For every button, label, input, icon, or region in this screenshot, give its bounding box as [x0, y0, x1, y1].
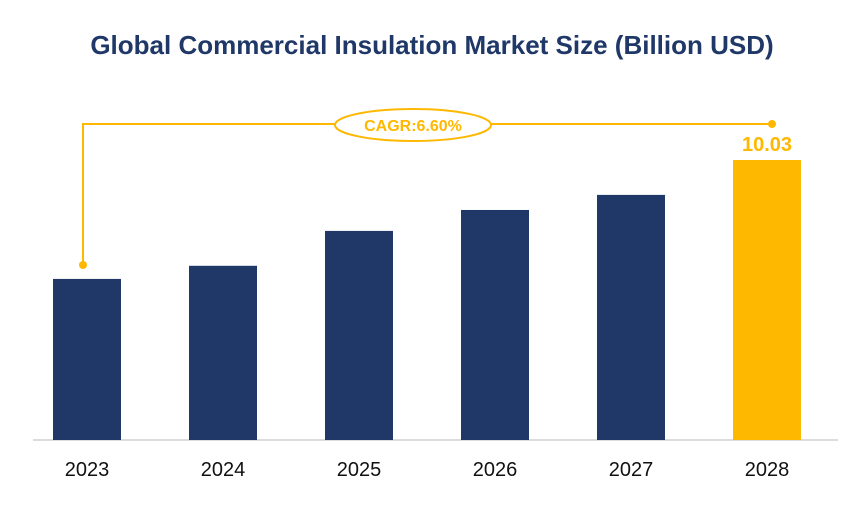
chart-title: Global Commercial Insulation Market Size…	[90, 30, 773, 60]
bar-2025	[325, 230, 393, 440]
x-tick-label: 2028	[745, 459, 790, 481]
bar-2023	[53, 278, 121, 440]
cagr-start-dot	[79, 261, 87, 269]
x-tick-label: 2027	[609, 459, 654, 481]
x-tick-label: 2023	[65, 459, 110, 481]
bar-2027	[597, 194, 665, 440]
cagr-end-dot	[768, 120, 776, 128]
bar-2026	[461, 209, 529, 440]
data-label-2028: 10.03	[742, 134, 792, 156]
x-tick-label: 2024	[201, 459, 246, 481]
cagr-label: CAGR:6.60%	[364, 118, 462, 135]
cagr-ellipse	[334, 108, 492, 142]
bar-2024	[189, 265, 257, 440]
cagr-annotation: CAGR:6.60%	[79, 108, 776, 269]
x-tick-label: 2025	[337, 459, 382, 481]
x-tick-label: 2026	[473, 459, 518, 481]
bar-2028	[733, 160, 801, 440]
cagr-connector-line	[82, 123, 772, 265]
